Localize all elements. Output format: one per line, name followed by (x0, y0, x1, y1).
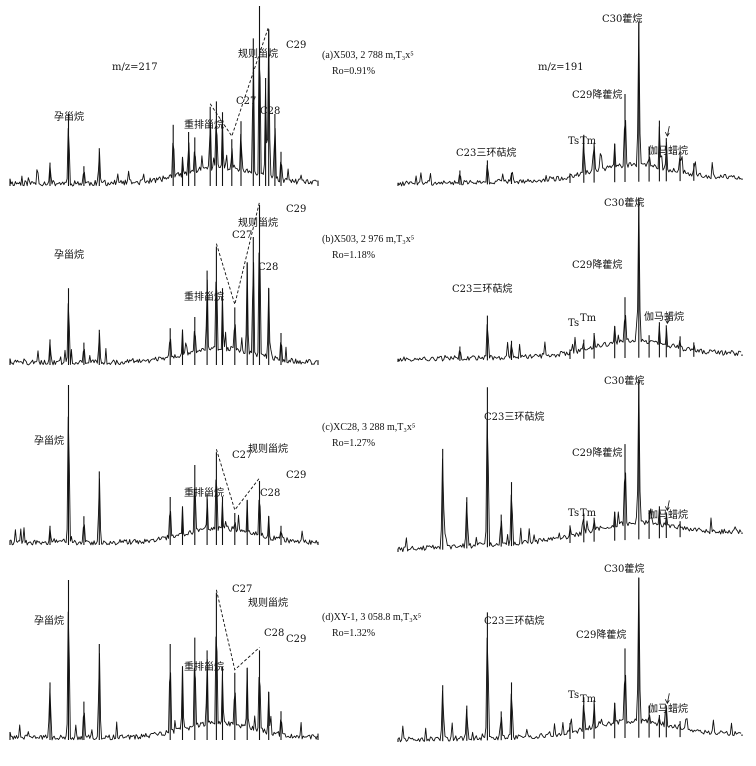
chromatogram-trace (9, 252, 318, 366)
tm-label: Tm (580, 136, 597, 147)
pregnane-label: 孕甾烷 (54, 248, 84, 261)
sterane-chromatogram-b (9, 201, 319, 366)
regular-sterane-label: 规则甾烷 (238, 47, 278, 60)
regular-sterane-label: 规则甾烷 (248, 442, 288, 455)
sterane-chromatogram-c (9, 385, 319, 546)
norhopane-label: C29降藿烷 (572, 446, 622, 459)
c29-label: C29 (286, 470, 306, 481)
diasterane-label: 重排甾烷 (184, 290, 224, 303)
chromatogram-trace (397, 21, 742, 187)
tm-label: Tm (580, 313, 597, 324)
c27-label: C27 (236, 96, 256, 107)
sterane-distribution-line (215, 589, 260, 671)
regular-sterane-label: 规则甾烷 (248, 596, 288, 609)
c28-label: C28 (260, 488, 280, 499)
panel-a-caption: (a)X503, 2 788 m,T₃x⁵ (322, 50, 414, 61)
tricyclic-terpane-label: C23三环萜烷 (452, 282, 512, 295)
chromatogram-trace (397, 197, 742, 362)
ts-label: Ts (568, 508, 579, 519)
chromatogram-trace (10, 416, 318, 546)
sterane-distribution-line (215, 201, 260, 307)
c29-label: C29 (286, 634, 306, 645)
tricyclic-terpane-label: C23三环萜烷 (484, 614, 544, 627)
mz-191-label: m/z=191 (538, 62, 584, 73)
hopane-label: C30藿烷 (604, 196, 644, 209)
mz-217-label: m/z=217 (112, 62, 158, 73)
panel-c-ro: Ro=1.27% (332, 438, 375, 449)
diasterane-label: 重排甾烷 (184, 118, 224, 131)
hopane-label: C30藿烷 (604, 374, 644, 387)
hopane-label: C30藿烷 (602, 12, 642, 25)
norhopane-label: C29降藿烷 (572, 88, 622, 101)
ts-label: Ts (568, 136, 579, 147)
ts-label: Ts (568, 690, 579, 701)
gammacerane-arrow (664, 500, 670, 512)
terpane-chromatogram-a (397, 21, 743, 187)
c29-label: C29 (286, 204, 306, 215)
pregnane-label: 孕甾烷 (34, 614, 64, 627)
panel-a: m/z=217 m/z=191 (a)X503, 2 788 m,T₃x⁵ Ro… (9, 6, 743, 187)
chromatogram-trace (9, 611, 318, 741)
diasterane-label: 重排甾烷 (184, 486, 224, 499)
gammacerane-label: 伽马蜡烷 (648, 144, 688, 157)
terpane-chromatogram-d (397, 577, 743, 743)
c29-label: C29 (286, 40, 306, 51)
c27-label: C27 (232, 230, 252, 241)
pregnane-label: 孕甾烷 (34, 434, 64, 447)
panel-b: (b)X503, 2 976 m,T₃x⁵ Ro=1.18% 孕甾烷 重排甾烷 … (9, 196, 743, 366)
panel-b-ro: Ro=1.18% (332, 250, 375, 261)
gammacerane-label: 伽马蜡烷 (648, 508, 688, 521)
ts-label: Ts (568, 318, 579, 329)
panel-c-caption: (c)XC28, 3 288 m,T₃x⁵ (322, 422, 415, 433)
c28-label: C28 (258, 262, 278, 273)
norhopane-label: C29降藿烷 (576, 628, 626, 641)
panel-a-ro: Ro=0.91% (332, 66, 375, 77)
chromatogram-trace (397, 577, 742, 743)
norhopane-label: C29降藿烷 (572, 258, 622, 271)
tm-label: Tm (580, 508, 597, 519)
panel-b-caption: (b)X503, 2 976 m,T₃x⁵ (322, 234, 414, 245)
panel-d-ro: Ro=1.32% (332, 628, 375, 639)
diasterane-label: 重排甾烷 (184, 660, 224, 673)
gammacerane-label: 伽马蜡烷 (648, 702, 688, 715)
sterane-distribution-line (215, 449, 260, 511)
terpane-chromatogram-c (397, 378, 743, 553)
hopane-label: C30藿烷 (604, 562, 644, 575)
c27-label: C27 (232, 450, 252, 461)
sterane-chromatogram-d (9, 580, 319, 741)
pregnane-label: 孕甾烷 (54, 110, 84, 123)
gammacerane-arrow (664, 693, 670, 705)
tricyclic-terpane-label: C23三环萜烷 (484, 410, 544, 423)
gammacerane-arrow (664, 313, 670, 325)
panel-d: (d)XY-1, 3 058.8 m,T₃x⁵ Ro=1.32% 孕甾烷 重排甾… (9, 562, 743, 743)
c28-label: C28 (264, 628, 284, 639)
tm-label: Tm (580, 694, 597, 705)
tricyclic-terpane-label: C23三环萜烷 (456, 146, 516, 159)
gammacerane-label: 伽马蜡烷 (644, 310, 684, 323)
c28-label: C28 (260, 106, 280, 117)
sterane-chromatogram-a (9, 6, 319, 187)
c27-label: C27 (232, 584, 252, 595)
sterane-distribution-line (209, 26, 270, 138)
regular-sterane-label: 规则甾烷 (238, 216, 278, 229)
terpane-chromatogram-b (397, 197, 743, 362)
gammacerane-arrow (664, 126, 670, 137)
panel-c: (c)XC28, 3 288 m,T₃x⁵ Ro=1.27% 孕甾烷 重排甾烷 … (9, 374, 743, 553)
panel-d-caption: (d)XY-1, 3 058.8 m,T₃x⁵ (322, 612, 421, 623)
